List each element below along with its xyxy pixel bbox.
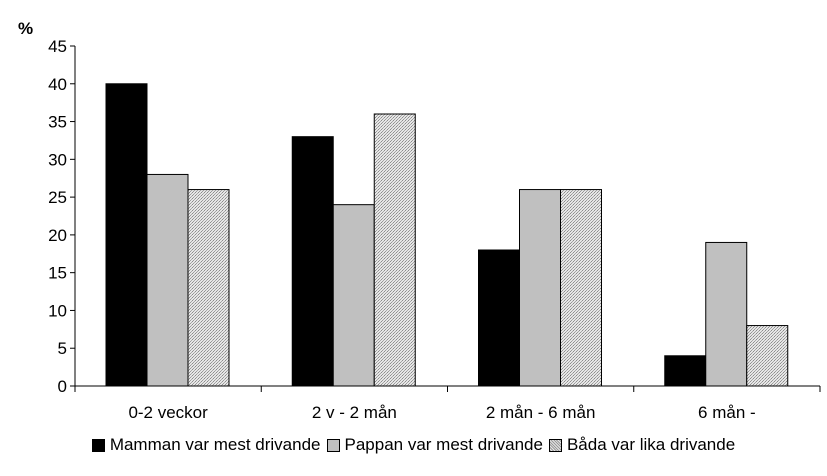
- y-tick-label: 45: [48, 37, 67, 56]
- legend-item-1: Mamman var mest drivande: [91, 435, 321, 455]
- y-unit-label: %: [18, 19, 33, 38]
- legend: Mamman var mest drivande Pappan var mest …: [0, 430, 827, 460]
- y-tick-label: 5: [58, 339, 67, 358]
- y-tick-label: 40: [48, 75, 67, 94]
- bar-series-3-1: [187, 189, 230, 387]
- bar-chart: % 0 5 10 15 20 25 30 35 40 45 0-2 veckor 2 v - 2 m…: [18, 19, 821, 422]
- y-tick-label: 20: [48, 226, 67, 245]
- y-tick-label: 35: [48, 113, 67, 132]
- x-category-label: 0-2 veckor: [128, 403, 208, 422]
- y-axis-ticks: 0 5 10 15 20 25 30 35 40 45: [48, 37, 75, 396]
- bar-series-2-3: [519, 189, 561, 387]
- legend-swatch: [548, 438, 562, 452]
- axes: [70, 46, 821, 392]
- x-axis-labels: 0-2 veckor 2 v - 2 mån 2 mån - 6 mån 6 mån …: [128, 403, 755, 422]
- bar-series-1-1: [105, 83, 148, 387]
- bar-series-2-1: [146, 173, 189, 387]
- x-category-label: 6 mån -: [698, 403, 756, 422]
- x-category-label: 2 mån - 6 mån: [486, 403, 596, 422]
- y-tick-label: 10: [48, 301, 67, 320]
- bar-series-1-3: [478, 249, 520, 387]
- bar-series-3-3: [560, 189, 602, 387]
- bar-series-3-2: [373, 113, 416, 387]
- legend-label: Båda var lika drivande: [566, 435, 736, 454]
- legend-label: Mamman var mest drivande: [109, 435, 321, 454]
- bar-series-1-4: [664, 355, 707, 387]
- y-tick-label: 25: [48, 188, 67, 207]
- legend-item-3: Båda var lika drivande: [548, 435, 736, 455]
- y-tick-label: 0: [58, 377, 67, 396]
- legend-swatch: [326, 438, 340, 452]
- bar-series-2-4: [705, 241, 748, 387]
- legend-swatch: [91, 438, 105, 452]
- y-tick-label: 30: [48, 150, 67, 169]
- bar-series-3-4: [746, 325, 789, 387]
- bar-series-2-2: [332, 204, 375, 387]
- bar-series-1-2: [291, 136, 334, 387]
- y-tick-label: 15: [48, 264, 67, 283]
- x-category-label: 2 v - 2 mån: [312, 403, 397, 422]
- legend-item-2: Pappan var mest drivande: [326, 435, 543, 455]
- bars: [105, 83, 789, 387]
- legend-label: Pappan var mest drivande: [344, 435, 543, 454]
